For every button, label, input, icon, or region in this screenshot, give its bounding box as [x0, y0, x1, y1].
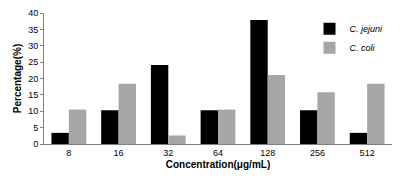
svg-text:512: 512: [360, 148, 375, 158]
svg-text:C. jejuni: C. jejuni: [350, 24, 384, 34]
svg-text:20: 20: [28, 74, 38, 84]
svg-text:64: 64: [213, 148, 223, 158]
svg-text:10: 10: [28, 106, 38, 116]
svg-text:15: 15: [28, 90, 38, 100]
svg-text:35: 35: [28, 25, 38, 35]
svg-text:40: 40: [28, 8, 38, 18]
svg-text:C. coli: C. coli: [350, 43, 376, 53]
svg-text:5: 5: [33, 123, 38, 133]
svg-text:8: 8: [66, 148, 71, 158]
svg-text:30: 30: [28, 41, 38, 51]
svg-text:128: 128: [260, 148, 275, 158]
svg-text:Concentration(μg/mL): Concentration(μg/mL): [166, 159, 270, 170]
svg-text:256: 256: [310, 148, 325, 158]
svg-text:0: 0: [33, 139, 38, 149]
svg-text:25: 25: [28, 57, 38, 67]
svg-text:16: 16: [114, 148, 124, 158]
svg-text:Percentage(%): Percentage(%): [12, 44, 23, 113]
svg-text:32: 32: [163, 148, 173, 158]
